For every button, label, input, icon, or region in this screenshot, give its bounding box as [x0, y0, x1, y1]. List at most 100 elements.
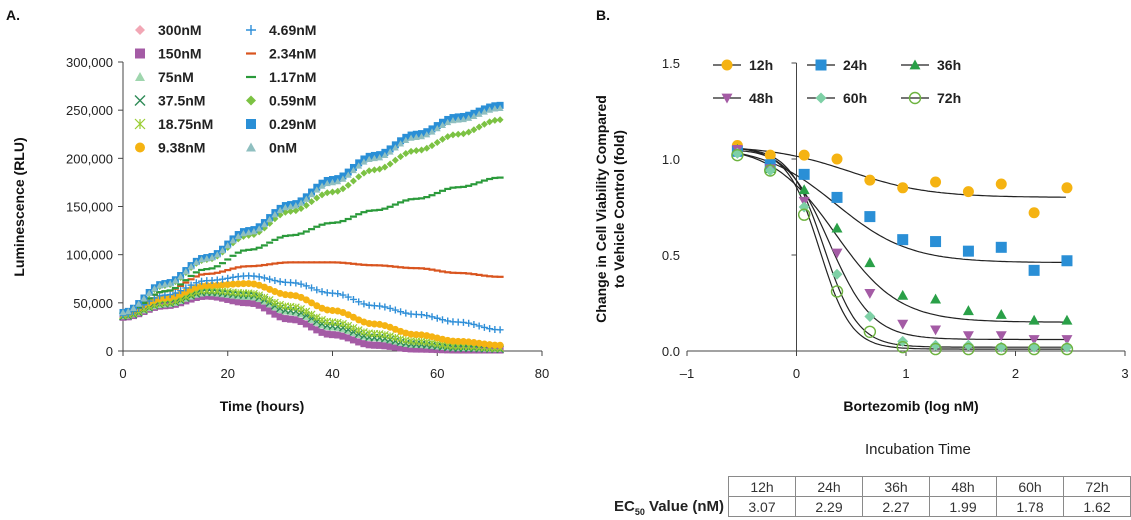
data-point	[219, 281, 227, 289]
data-point	[402, 136, 410, 144]
data-point	[444, 336, 452, 344]
data-point	[418, 132, 426, 140]
data-point	[454, 130, 462, 138]
legend-marker	[908, 91, 922, 105]
data-point	[213, 293, 221, 301]
data-point	[470, 320, 478, 328]
legend-marker	[135, 72, 145, 81]
data-point	[161, 281, 169, 288]
data-point	[245, 299, 253, 307]
data-point	[465, 114, 473, 121]
data-point	[1028, 314, 1040, 325]
data-point	[449, 116, 457, 124]
data-point	[1027, 342, 1041, 356]
data-point	[287, 203, 295, 210]
data-point	[486, 118, 494, 126]
y-tick-label: 100,000	[66, 248, 113, 263]
data-point	[391, 333, 400, 342]
data-point	[323, 179, 331, 187]
data-point	[930, 325, 942, 336]
data-point	[480, 120, 488, 128]
x-tick-label: 2	[1012, 366, 1019, 381]
data-point	[219, 246, 227, 254]
data-point	[339, 325, 347, 333]
data-point	[830, 285, 844, 298]
data-point	[339, 319, 347, 328]
y-tick-label: 0.0	[662, 344, 680, 359]
data-point	[260, 274, 268, 282]
data-point	[897, 289, 909, 300]
data-point	[318, 328, 326, 336]
data-point	[318, 315, 326, 324]
legend-label: 2.34nM	[269, 46, 316, 62]
data-point	[308, 299, 316, 307]
data-point	[287, 207, 295, 215]
data-point	[365, 320, 373, 328]
data-point	[329, 178, 336, 186]
fit-curve-36h	[737, 152, 1066, 323]
data-point	[433, 346, 441, 354]
data-point	[438, 335, 446, 343]
data-point	[798, 184, 810, 195]
data-point	[339, 309, 347, 317]
table-header-cell: 36h	[862, 476, 930, 497]
table-header-cell: 72h	[1063, 476, 1131, 497]
data-point	[313, 326, 321, 334]
data-point	[470, 126, 478, 134]
data-point	[491, 105, 499, 112]
data-point	[381, 151, 389, 159]
data-point	[308, 190, 316, 198]
data-point	[929, 342, 942, 356]
data-point	[271, 211, 279, 218]
ec50-table: 12h 24h 36h 48h 60h 72h 3.07 2.29 2.27 1…	[728, 476, 1131, 517]
data-point	[344, 293, 352, 301]
data-point	[140, 294, 148, 302]
data-point	[376, 302, 384, 310]
legend-label: 150nM	[158, 46, 202, 62]
legend-label: 12h	[749, 57, 773, 73]
data-point	[897, 234, 909, 246]
data-point	[449, 131, 457, 139]
data-point	[831, 268, 843, 280]
data-point	[731, 148, 744, 162]
data-point	[318, 288, 326, 296]
table-value-cell: 1.62	[1063, 496, 1131, 517]
data-point	[250, 294, 258, 301]
data-point	[433, 124, 441, 132]
data-point	[308, 323, 316, 331]
series-0nM	[119, 104, 504, 316]
data-point	[349, 323, 358, 332]
data-point	[407, 345, 415, 353]
panel-b-ylabel-line1: Change in Cell Viability Compared	[593, 95, 609, 323]
data-point	[459, 318, 467, 326]
legend-marker	[909, 59, 921, 70]
data-point	[308, 284, 316, 292]
data-point	[486, 341, 494, 349]
data-point	[119, 308, 127, 316]
data-point	[391, 306, 399, 314]
data-point	[360, 340, 368, 348]
data-point	[995, 309, 1007, 319]
data-point	[407, 134, 415, 141]
data-point	[962, 342, 975, 356]
data-point	[798, 149, 810, 161]
data-point	[491, 116, 499, 124]
x-tick-label: 60	[430, 366, 444, 381]
data-point	[438, 135, 446, 143]
data-point	[203, 292, 211, 300]
data-point	[962, 305, 974, 316]
data-point	[255, 225, 263, 232]
data-point	[150, 285, 158, 292]
data-point	[323, 306, 331, 314]
data-point	[292, 309, 300, 316]
data-point	[391, 343, 399, 351]
legend-marker	[134, 95, 146, 106]
legend-marker	[135, 25, 145, 35]
data-point	[302, 320, 310, 328]
data-point	[475, 123, 483, 131]
data-point	[355, 173, 363, 181]
data-point	[329, 188, 336, 196]
data-point	[344, 321, 353, 330]
data-point	[229, 280, 237, 288]
legend-marker	[815, 92, 827, 104]
